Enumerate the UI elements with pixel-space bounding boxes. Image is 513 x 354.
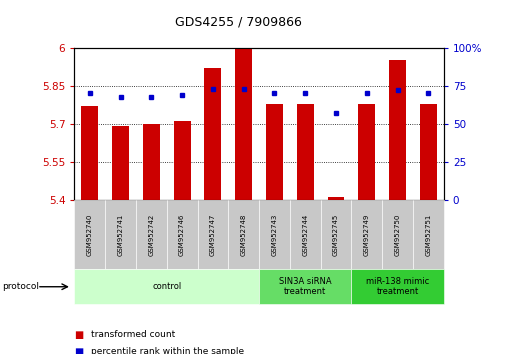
Text: GSM952740: GSM952740 <box>87 213 93 256</box>
Bar <box>327 198 344 200</box>
Bar <box>358 104 375 200</box>
Text: GDS4255 / 7909866: GDS4255 / 7909866 <box>175 16 302 29</box>
Text: GSM952744: GSM952744 <box>302 213 308 256</box>
Bar <box>235 48 252 200</box>
Text: GSM952749: GSM952749 <box>364 213 370 256</box>
Text: GSM952745: GSM952745 <box>333 213 339 256</box>
Bar <box>389 61 406 200</box>
Text: GSM952743: GSM952743 <box>271 213 278 256</box>
Text: GSM952741: GSM952741 <box>117 213 124 256</box>
Bar <box>112 126 129 200</box>
Text: SIN3A siRNA
treatment: SIN3A siRNA treatment <box>279 277 331 296</box>
Text: percentile rank within the sample: percentile rank within the sample <box>91 347 244 354</box>
Text: protocol: protocol <box>3 282 40 291</box>
Text: GSM952751: GSM952751 <box>425 213 431 256</box>
Text: miR-138 mimic
treatment: miR-138 mimic treatment <box>366 277 429 296</box>
Text: ■: ■ <box>74 347 84 354</box>
Text: transformed count: transformed count <box>91 330 175 339</box>
Text: GSM952742: GSM952742 <box>148 213 154 256</box>
Bar <box>266 104 283 200</box>
Bar <box>173 121 190 200</box>
Text: GSM952750: GSM952750 <box>394 213 401 256</box>
Bar <box>81 106 98 200</box>
Text: GSM952748: GSM952748 <box>241 213 247 256</box>
Bar <box>204 68 222 200</box>
Text: ■: ■ <box>74 330 84 339</box>
Bar <box>420 104 437 200</box>
Text: GSM952747: GSM952747 <box>210 213 216 256</box>
Bar <box>143 124 160 200</box>
Text: GSM952746: GSM952746 <box>179 213 185 256</box>
Text: control: control <box>152 282 182 291</box>
Bar <box>297 104 313 200</box>
